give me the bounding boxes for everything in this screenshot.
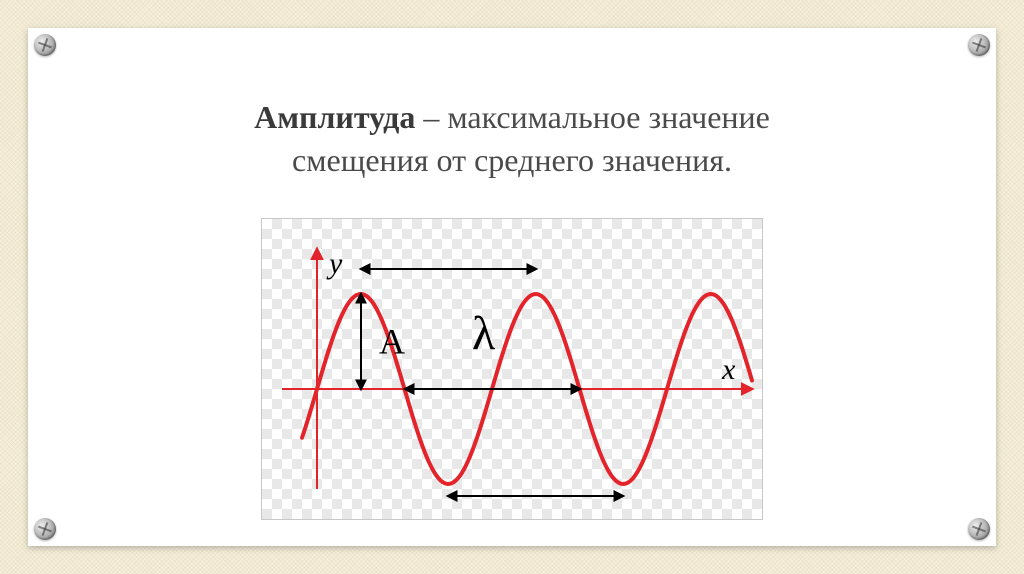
wave-diagram: Aλ y x	[261, 218, 763, 520]
title-def-1: – максимальное значение	[415, 99, 770, 135]
title-block: Амплитуда – максимальное значение смещен…	[88, 96, 936, 182]
title-line-2: смещения от среднего значения.	[88, 139, 936, 182]
title-term: Амплитуда	[254, 99, 415, 135]
svg-text:y: y	[326, 247, 343, 280]
wave-svg: Aλ y x	[262, 219, 762, 519]
axes	[282, 249, 752, 489]
slide-panel: Амплитуда – максимальное значение смещен…	[28, 28, 996, 546]
svg-text:λ: λ	[472, 307, 496, 360]
svg-text:x: x	[721, 353, 736, 386]
slide-background: Амплитуда – максимальное значение смещен…	[0, 0, 1024, 574]
screw-icon	[34, 34, 56, 56]
svg-text:A: A	[379, 322, 405, 362]
screw-icon	[968, 518, 990, 540]
screw-icon	[968, 34, 990, 56]
screw-icon	[34, 518, 56, 540]
title-line-1: Амплитуда – максимальное значение	[88, 96, 936, 139]
